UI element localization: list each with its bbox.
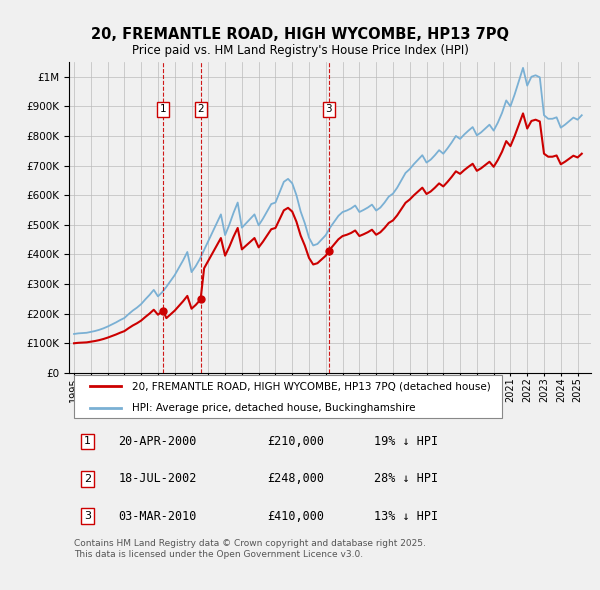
- Text: £248,000: £248,000: [268, 472, 325, 485]
- Text: £410,000: £410,000: [268, 510, 325, 523]
- Text: 3: 3: [84, 511, 91, 521]
- Text: 20, FREMANTLE ROAD, HIGH WYCOMBE, HP13 7PQ: 20, FREMANTLE ROAD, HIGH WYCOMBE, HP13 7…: [91, 27, 509, 41]
- Text: 19% ↓ HPI: 19% ↓ HPI: [374, 435, 439, 448]
- Text: 20, FREMANTLE ROAD, HIGH WYCOMBE, HP13 7PQ (detached house): 20, FREMANTLE ROAD, HIGH WYCOMBE, HP13 7…: [131, 381, 490, 391]
- Text: Price paid vs. HM Land Registry's House Price Index (HPI): Price paid vs. HM Land Registry's House …: [131, 44, 469, 57]
- Text: 13% ↓ HPI: 13% ↓ HPI: [374, 510, 439, 523]
- Text: 3: 3: [325, 104, 332, 114]
- Text: 28% ↓ HPI: 28% ↓ HPI: [374, 472, 439, 485]
- Text: 18-JUL-2002: 18-JUL-2002: [119, 472, 197, 485]
- Text: 1: 1: [160, 104, 166, 114]
- Text: 1: 1: [84, 437, 91, 446]
- Text: 03-MAR-2010: 03-MAR-2010: [119, 510, 197, 523]
- Text: £210,000: £210,000: [268, 435, 325, 448]
- Text: HPI: Average price, detached house, Buckinghamshire: HPI: Average price, detached house, Buck…: [131, 404, 415, 414]
- Text: 20-APR-2000: 20-APR-2000: [119, 435, 197, 448]
- FancyBboxPatch shape: [74, 375, 502, 418]
- Text: 2: 2: [84, 474, 91, 484]
- Text: 2: 2: [197, 104, 204, 114]
- Text: Contains HM Land Registry data © Crown copyright and database right 2025.
This d: Contains HM Land Registry data © Crown c…: [74, 539, 426, 559]
